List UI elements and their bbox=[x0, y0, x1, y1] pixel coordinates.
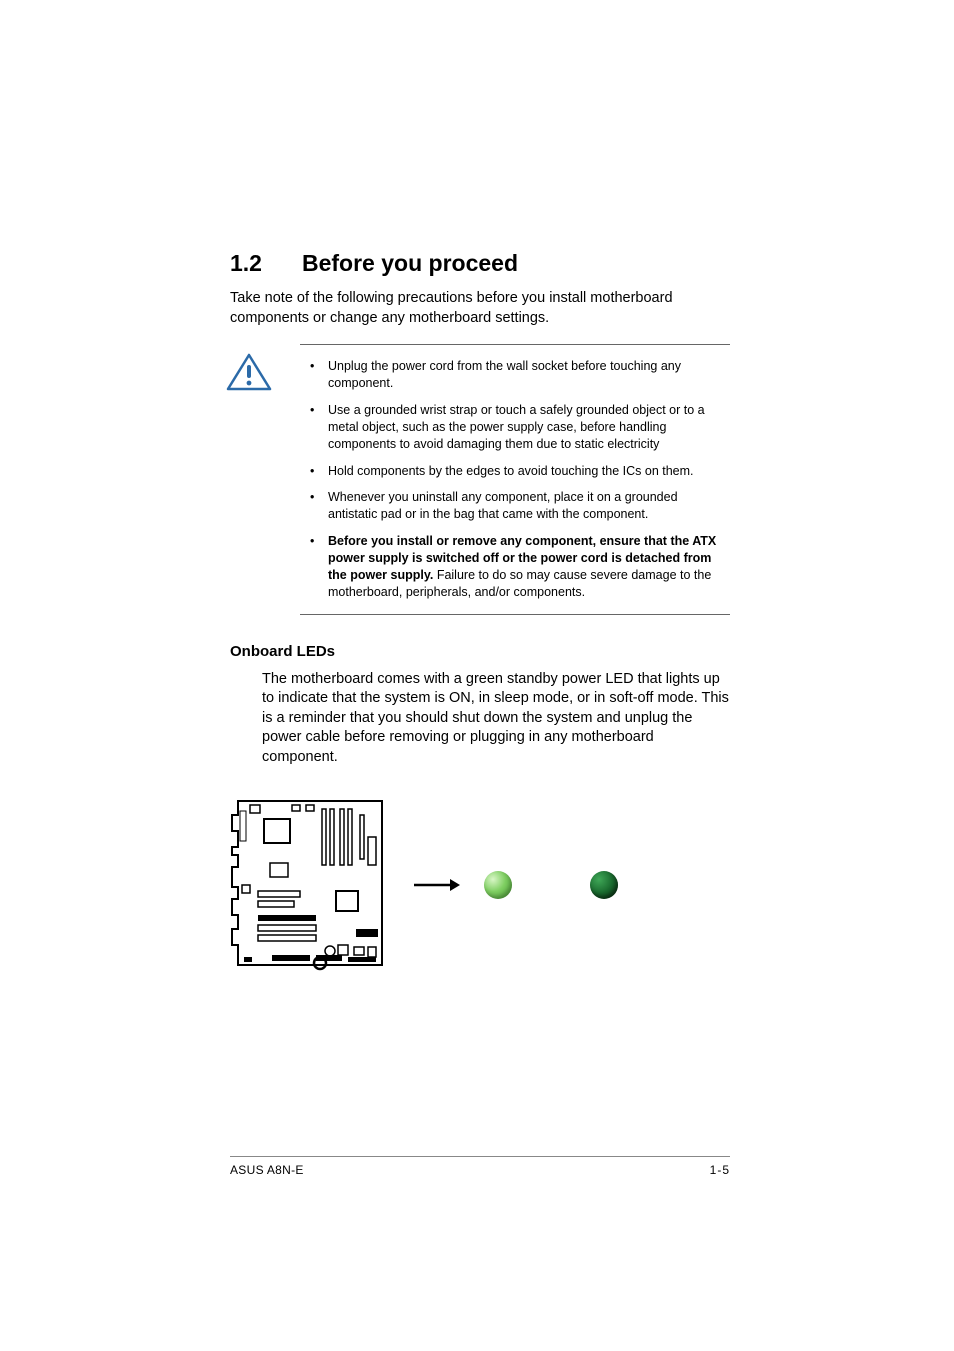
intro-paragraph: Take note of the following precautions b… bbox=[230, 289, 730, 328]
caution-list: Unplug the power cord from the wall sock… bbox=[300, 353, 730, 606]
caution-item: Unplug the power cord from the wall sock… bbox=[300, 353, 730, 397]
led-on-icon bbox=[484, 871, 512, 899]
caution-item: Before you install or remove any compone… bbox=[300, 528, 730, 606]
caution-item-text: Whenever you uninstall any component, pl… bbox=[328, 490, 678, 521]
caution-item-text: Unplug the power cord from the wall sock… bbox=[328, 359, 681, 390]
led-off-icon bbox=[590, 871, 618, 899]
subheading-onboard-leds: Onboard LEDs bbox=[230, 643, 730, 660]
arrow-right-icon bbox=[414, 878, 460, 892]
caution-item: Whenever you uninstall any component, pl… bbox=[300, 484, 730, 528]
motherboard-diagram-icon bbox=[230, 795, 390, 975]
section-title: Before you proceed bbox=[302, 250, 518, 276]
footer-model: ASUS A8N-E bbox=[230, 1163, 304, 1177]
caution-item-text: Use a grounded wrist strap or touch a sa… bbox=[328, 403, 705, 451]
footer-page-number: 1-5 bbox=[710, 1163, 730, 1177]
section-heading: 1.2Before you proceed bbox=[230, 250, 730, 277]
body-paragraph: The motherboard comes with a green stand… bbox=[262, 670, 730, 768]
diagram-row bbox=[230, 795, 730, 975]
caution-item-text: Hold components by the edges to avoid to… bbox=[328, 464, 694, 478]
caution-callout: Unplug the power cord from the wall sock… bbox=[300, 344, 730, 615]
caution-item: Use a grounded wrist strap or touch a sa… bbox=[300, 397, 730, 458]
section-number: 1.2 bbox=[230, 250, 302, 277]
caution-item: Hold components by the edges to avoid to… bbox=[300, 458, 730, 485]
page-footer: ASUS A8N-E 1-5 bbox=[230, 1156, 730, 1177]
caution-triangle-icon bbox=[226, 353, 272, 393]
